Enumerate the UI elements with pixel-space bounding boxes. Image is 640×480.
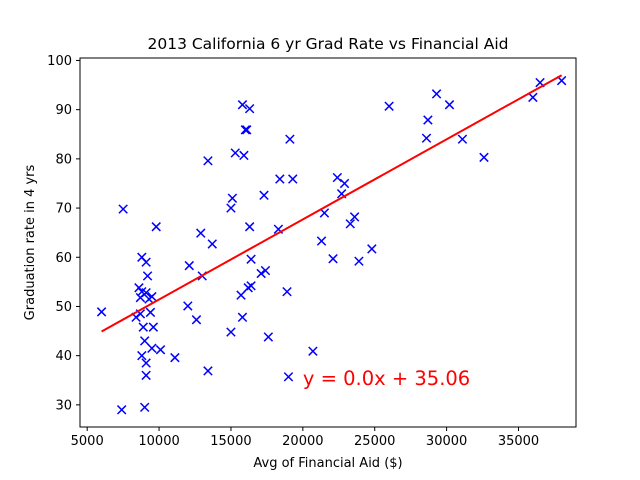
data-point: [275, 174, 285, 184]
data-point: [170, 352, 180, 363]
data-point: [227, 193, 238, 203]
data-point: [246, 254, 256, 264]
data-point: [328, 254, 338, 264]
data-point: [431, 89, 442, 99]
data-point: [116, 405, 127, 415]
data-point: [319, 208, 330, 218]
data-point: [237, 100, 248, 110]
data-point: [137, 350, 147, 361]
data-point: [148, 322, 159, 332]
data-point: [118, 204, 128, 214]
data-point: [423, 115, 433, 125]
data-point: [237, 312, 248, 323]
y-tick-label: 50: [55, 300, 72, 315]
y-tick-label: 90: [55, 103, 72, 118]
data-point: [139, 402, 150, 413]
data-point: [288, 174, 298, 184]
x-tick-label: 25000: [354, 434, 395, 449]
x-tick-label: 15000: [210, 434, 251, 449]
data-point: [421, 133, 432, 143]
y-tick-label: 70: [55, 202, 72, 217]
data-point: [260, 265, 271, 276]
data-point: [528, 92, 538, 103]
y-tick-label: 80: [55, 152, 72, 167]
data-point: [230, 148, 240, 158]
data-point: [332, 172, 343, 183]
data-point: [285, 134, 295, 144]
data-point: [239, 150, 249, 161]
x-tick-label: 10000: [138, 434, 179, 449]
data-point: [240, 125, 251, 135]
data-point: [226, 203, 236, 213]
data-point: [263, 332, 274, 342]
data-point: [354, 256, 364, 266]
data-point: [259, 190, 269, 200]
data-point: [236, 290, 246, 300]
data-point: [147, 343, 157, 354]
y-tick-label: 30: [55, 398, 72, 413]
x-axis-label: Avg of Financial Aid ($): [253, 456, 402, 471]
x-tick-label: 20000: [282, 434, 323, 449]
data-point: [203, 366, 213, 376]
data-point: [242, 125, 252, 135]
data-point: [226, 327, 236, 337]
data-point: [196, 228, 206, 238]
data-point: [191, 315, 202, 325]
regression-equation-label: y = 0.0x + 35.06: [303, 367, 470, 390]
data-point: [145, 307, 156, 318]
data-point: [444, 100, 455, 110]
data-point: [244, 222, 255, 232]
data-point: [138, 322, 148, 332]
x-axis: 5000 10000 15000 20000 25000 30000 35000: [71, 427, 539, 449]
data-point: [384, 101, 394, 111]
data-point: [141, 358, 151, 368]
data-point: [151, 222, 161, 232]
data-point: [367, 244, 377, 254]
trend-line: [101, 74, 563, 333]
data-point: [479, 152, 489, 163]
data-point: [256, 268, 266, 279]
data-point: [142, 271, 153, 281]
y-axis: 30 40 50 60 70 80 90 100: [47, 54, 80, 413]
x-tick-label: 5000: [71, 434, 104, 449]
data-point: [96, 307, 107, 317]
data-point: [141, 287, 151, 298]
data-point: [147, 291, 157, 302]
data-point: [246, 281, 256, 291]
data-point: [283, 372, 294, 382]
y-axis-label: Graduation rate in 4 yrs: [23, 164, 38, 320]
data-point: [203, 156, 213, 166]
data-point: [183, 301, 193, 311]
data-point: [141, 257, 151, 267]
data-point: [155, 345, 166, 355]
plot-area: [96, 74, 567, 415]
data-point: [316, 236, 327, 246]
data-point: [349, 212, 360, 222]
data-point: [184, 260, 194, 271]
data-point: [339, 178, 350, 189]
data-point: [139, 336, 150, 346]
data-point: [141, 370, 151, 381]
plot-frame: [79, 57, 577, 428]
y-tick-label: 40: [55, 349, 72, 364]
x-tick-label: 30000: [426, 434, 467, 449]
data-point: [207, 239, 217, 249]
y-tick-label: 60: [55, 251, 72, 266]
data-point: [308, 346, 318, 356]
x-tick-label: 35000: [498, 434, 539, 449]
chart-title: 2013 California 6 yr Grad Rate vs Financ…: [147, 35, 508, 53]
data-point: [244, 103, 255, 114]
data-point: [282, 286, 292, 297]
data-point: [345, 219, 356, 229]
y-tick-label: 100: [47, 54, 72, 69]
data-point: [457, 134, 468, 144]
